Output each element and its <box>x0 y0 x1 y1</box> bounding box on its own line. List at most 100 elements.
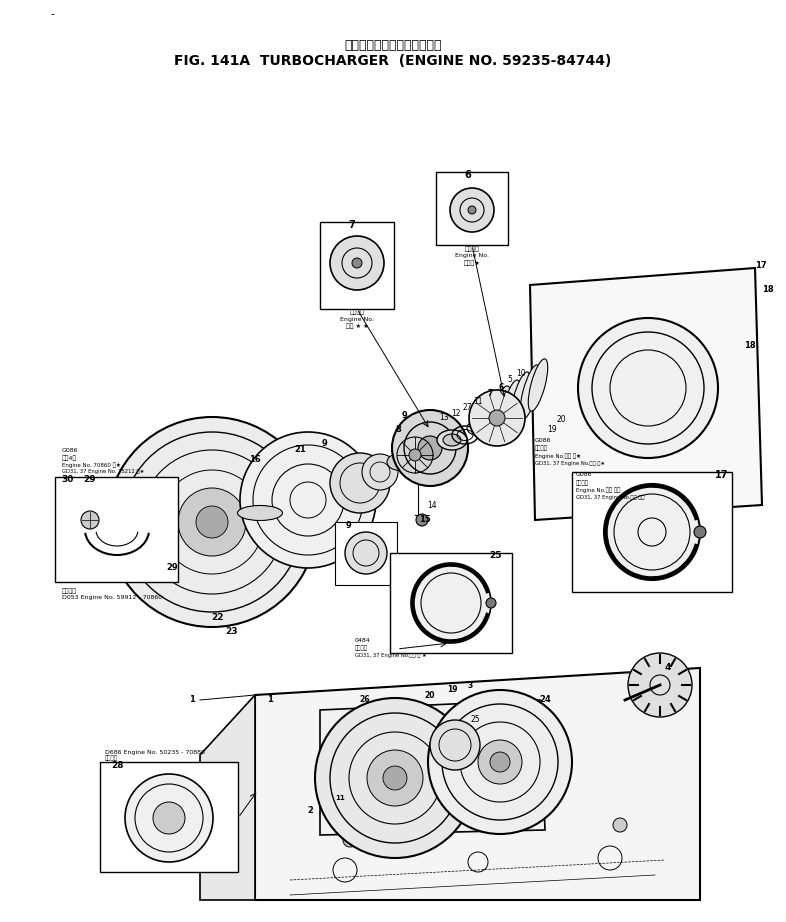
Text: 17: 17 <box>715 470 729 480</box>
Circle shape <box>450 188 494 232</box>
Circle shape <box>604 484 700 580</box>
Text: 16: 16 <box>249 455 261 465</box>
Text: 0484: 0484 <box>355 637 371 643</box>
Text: -: - <box>50 9 54 19</box>
Polygon shape <box>255 668 700 900</box>
Circle shape <box>469 390 525 446</box>
Text: G086: G086 <box>62 447 79 453</box>
Text: 9: 9 <box>345 521 351 529</box>
Circle shape <box>478 740 522 784</box>
Text: 適用号機: 適用号機 <box>535 445 548 451</box>
Text: 適用号機: 適用号機 <box>355 645 368 651</box>
Text: 10: 10 <box>516 369 526 377</box>
Ellipse shape <box>500 380 520 436</box>
Circle shape <box>107 417 317 627</box>
Text: 13: 13 <box>439 413 449 422</box>
Text: D053 Engine No. 59912 - 70860: D053 Engine No. 59912 - 70860 <box>62 596 162 600</box>
Bar <box>55 477 178 582</box>
Text: GD31, 37 Engine No.・・ ・ニ: GD31, 37 Engine No.・・ ・ニ <box>576 494 645 500</box>
Bar <box>436 172 508 245</box>
Text: 30: 30 <box>62 476 74 484</box>
Text: 14: 14 <box>427 501 437 510</box>
Circle shape <box>409 449 421 461</box>
Text: 25: 25 <box>490 551 502 561</box>
Text: 8: 8 <box>395 425 401 434</box>
Ellipse shape <box>478 417 496 430</box>
Circle shape <box>367 750 423 806</box>
Text: 6: 6 <box>465 170 472 180</box>
Ellipse shape <box>387 454 413 470</box>
Text: Engine No. 70860 ー★: Engine No. 70860 ー★ <box>62 462 121 467</box>
Text: 適用号機: 適用号機 <box>350 309 365 314</box>
Text: 17: 17 <box>755 261 766 269</box>
Circle shape <box>694 526 706 538</box>
Circle shape <box>330 236 384 290</box>
Text: 23: 23 <box>226 628 238 636</box>
Ellipse shape <box>437 430 467 450</box>
Text: GD31, 37 Engine No. 75212 ー★: GD31, 37 Engine No. 75212 ー★ <box>62 469 145 475</box>
Ellipse shape <box>237 505 282 521</box>
Text: Engine No.: Engine No. <box>455 254 489 258</box>
Text: 21: 21 <box>294 445 306 455</box>
Bar <box>390 553 512 653</box>
Circle shape <box>343 833 357 847</box>
Circle shape <box>430 720 480 770</box>
Text: ・・ ★ ★: ・・ ★ ★ <box>346 324 369 329</box>
Bar <box>100 762 238 872</box>
Text: 7: 7 <box>349 220 355 230</box>
Circle shape <box>178 488 246 556</box>
Text: Engine No.: Engine No. <box>340 316 374 322</box>
Ellipse shape <box>528 359 548 411</box>
Circle shape <box>578 318 718 458</box>
Text: 18: 18 <box>762 286 773 294</box>
Text: 3: 3 <box>468 680 472 690</box>
Ellipse shape <box>489 386 511 444</box>
Text: 1: 1 <box>267 695 273 704</box>
Circle shape <box>345 532 387 574</box>
Circle shape <box>315 698 475 858</box>
Circle shape <box>489 410 505 426</box>
Text: GD31, 37 Engine No.・・ ・★: GD31, 37 Engine No.・・ ・★ <box>535 462 605 467</box>
Text: 19: 19 <box>446 685 457 694</box>
Text: G086: G086 <box>535 438 552 443</box>
Text: 11: 11 <box>335 795 345 801</box>
Text: 12: 12 <box>451 408 461 418</box>
Circle shape <box>486 598 496 608</box>
Text: 9: 9 <box>322 439 328 447</box>
Text: 11: 11 <box>473 396 483 406</box>
Polygon shape <box>530 268 762 520</box>
Circle shape <box>428 690 572 834</box>
Circle shape <box>490 752 510 772</box>
Text: 29: 29 <box>166 563 178 573</box>
Bar <box>320 222 394 309</box>
Text: 26: 26 <box>360 695 370 704</box>
Text: 22: 22 <box>211 613 224 622</box>
Text: 適用号機: 適用号機 <box>62 588 77 594</box>
Circle shape <box>153 802 185 834</box>
Text: FIG. 141A  TURBOCHARGER  (ENGINE NO. 59235-84744): FIG. 141A TURBOCHARGER (ENGINE NO. 59235… <box>174 54 612 68</box>
Text: 適用号機: 適用号機 <box>105 755 118 761</box>
Circle shape <box>628 653 692 717</box>
Text: 4: 4 <box>665 664 671 672</box>
Text: ・・　★: ・・ ★ <box>464 260 480 266</box>
Circle shape <box>613 818 627 832</box>
Circle shape <box>81 511 99 529</box>
Circle shape <box>352 258 362 268</box>
Circle shape <box>468 206 476 214</box>
Text: 適用号機: 適用号機 <box>576 480 589 486</box>
Circle shape <box>240 432 376 568</box>
Circle shape <box>418 436 442 460</box>
Text: 9: 9 <box>402 410 408 420</box>
Text: ターボチャージャ　適用号機: ターボチャージャ 適用号機 <box>344 40 442 53</box>
Circle shape <box>416 514 428 526</box>
Text: G086: G086 <box>576 472 593 478</box>
Text: 19: 19 <box>547 425 556 434</box>
Ellipse shape <box>510 372 530 428</box>
Ellipse shape <box>520 365 540 420</box>
Text: 20: 20 <box>424 691 435 700</box>
Polygon shape <box>200 695 255 900</box>
Text: 適用号機: 適用号機 <box>465 246 479 252</box>
Bar <box>572 472 732 592</box>
Text: 29: 29 <box>83 476 97 484</box>
Text: 6: 6 <box>498 383 504 392</box>
